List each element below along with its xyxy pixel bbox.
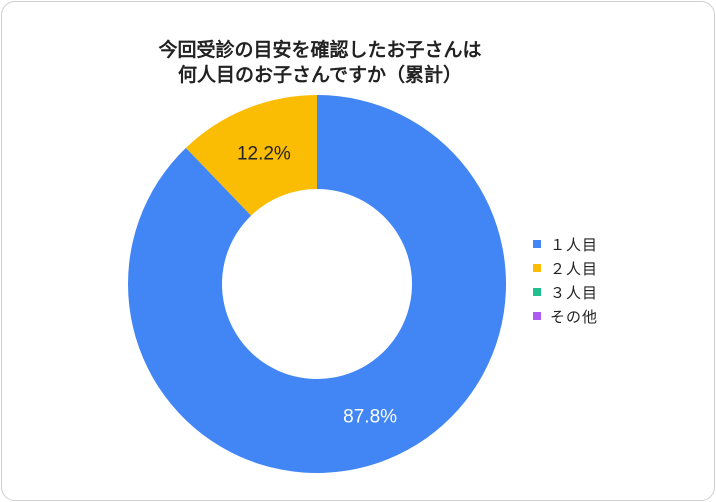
chart-legend: １人目 ２人目 ３人目 その他 — [533, 232, 598, 328]
legend-label: ３人目 — [550, 283, 599, 302]
legend-swatch-icon — [533, 240, 541, 248]
donut-labels: 87.8% 12.2% — [237, 143, 397, 427]
slice-value-label: 12.2% — [237, 143, 291, 164]
legend-item-1: １人目 — [533, 232, 598, 256]
chart-title-line-2: 何人目のお子さんですか（累計） — [177, 64, 463, 86]
legend-item-4: その他 — [533, 304, 598, 328]
legend-item-3: ３人目 — [533, 280, 598, 304]
legend-swatch-icon — [533, 312, 541, 320]
legend-item-2: ２人目 — [533, 256, 598, 280]
chart-title: 今回受診の目安を確認したお子さんは 何人目のお子さんですか（累計） — [120, 38, 520, 88]
legend-label: ２人目 — [550, 259, 599, 278]
legend-label: １人目 — [550, 235, 599, 254]
chart-title-line-1: 今回受診の目安を確認したお子さんは — [158, 39, 482, 61]
legend-label: その他 — [550, 307, 599, 326]
slice-value-label: 87.8% — [343, 407, 397, 428]
legend-swatch-icon — [533, 264, 541, 272]
donut-slices — [127, 95, 507, 474]
legend-swatch-icon — [533, 288, 541, 296]
donut-slice-1 — [127, 95, 507, 474]
donut-slice-2 — [185, 95, 317, 216]
